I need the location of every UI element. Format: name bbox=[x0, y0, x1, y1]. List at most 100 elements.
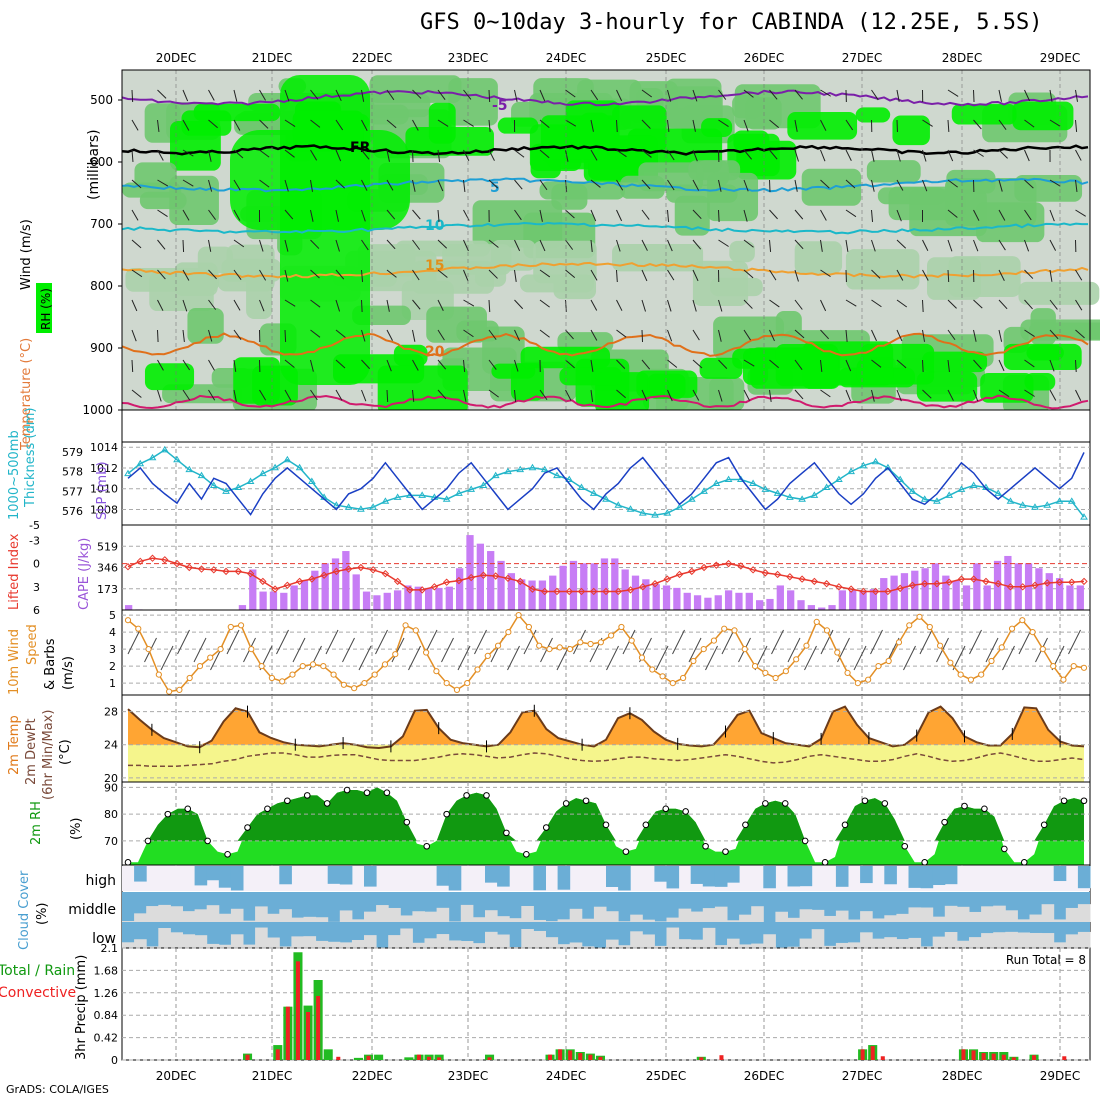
cape-bar bbox=[456, 568, 464, 610]
wind-barb bbox=[718, 89, 727, 100]
wind-barb bbox=[845, 389, 852, 402]
wind-barb bbox=[514, 389, 517, 402]
wind-barb bbox=[1068, 629, 1081, 655]
wind-barb bbox=[820, 629, 834, 655]
cloud-clear-bar bbox=[702, 927, 716, 948]
thickness-point bbox=[859, 461, 868, 469]
wind-barb bbox=[616, 299, 623, 311]
rh2m-point bbox=[682, 808, 689, 815]
lifted-index-point bbox=[528, 585, 537, 593]
pressure-tick: 900 bbox=[90, 341, 113, 355]
cloud-clear-bar bbox=[436, 907, 450, 922]
tick-label: 0.42 bbox=[94, 1032, 119, 1045]
cloud-clear-bar bbox=[485, 910, 498, 922]
wind-barb bbox=[769, 209, 778, 220]
wind-barb bbox=[514, 209, 522, 221]
cloud-clear-bar bbox=[908, 937, 922, 948]
thickness-point bbox=[197, 471, 206, 479]
precip-convective-bar bbox=[880, 1056, 885, 1060]
axis-title: Wind (m/s) bbox=[19, 219, 34, 290]
wind-barb bbox=[463, 89, 472, 100]
wind-barb bbox=[896, 299, 908, 308]
cloud-clear-bar bbox=[739, 944, 752, 948]
rh2m-point bbox=[901, 842, 909, 850]
lifted-index-point bbox=[308, 575, 316, 583]
thickness-point bbox=[222, 487, 230, 494]
lifted-index-point bbox=[675, 570, 684, 579]
wind-speed-point bbox=[1008, 625, 1016, 632]
wind-barb bbox=[616, 209, 623, 222]
cape-bar bbox=[549, 575, 557, 610]
rh-blob bbox=[497, 117, 539, 134]
lifted-index-point bbox=[295, 577, 304, 586]
wind-barb bbox=[769, 149, 778, 160]
precip-convective-bar bbox=[981, 1053, 986, 1060]
tick-label: 3 bbox=[109, 643, 116, 656]
wind-speed-point bbox=[412, 627, 419, 634]
wind-barb bbox=[1024, 299, 1033, 310]
wind-barb bbox=[641, 239, 648, 251]
rh-blob bbox=[149, 271, 214, 312]
wind-speed-point bbox=[330, 671, 337, 678]
tick-label: 20 bbox=[104, 772, 118, 785]
tick-label: 579 bbox=[62, 446, 83, 459]
lifted-index-point bbox=[639, 583, 647, 591]
cloud-clear-bar bbox=[351, 919, 365, 922]
pressure-tick: 700 bbox=[90, 217, 113, 231]
cloud-clear-bar bbox=[956, 940, 970, 948]
wind-barb bbox=[514, 149, 525, 158]
cloud-clear-bar bbox=[1017, 932, 1030, 948]
cape-bar bbox=[931, 563, 940, 610]
thickness-point bbox=[553, 471, 561, 479]
cloud-clear-bar bbox=[835, 910, 849, 922]
wind-barb bbox=[182, 269, 190, 281]
lifted-index-point bbox=[442, 578, 451, 586]
lifted-index-point bbox=[541, 587, 549, 596]
wind-barb bbox=[743, 179, 749, 192]
wind-barb bbox=[488, 239, 499, 248]
rh2m-point bbox=[801, 837, 809, 845]
wind-barb bbox=[692, 299, 697, 312]
cloud-high-bar bbox=[763, 866, 776, 889]
wind-barb bbox=[794, 149, 799, 162]
thickness-point bbox=[847, 467, 856, 475]
axis-title: & Barbs bbox=[43, 638, 58, 690]
rh-blob bbox=[922, 351, 988, 373]
thickness-slp-panel bbox=[121, 441, 1091, 526]
wind-barb bbox=[870, 629, 883, 655]
wind-barb bbox=[310, 359, 314, 372]
rh2m-point bbox=[264, 805, 271, 813]
rh-blob bbox=[369, 75, 462, 103]
thickness-point bbox=[136, 459, 145, 467]
thickness-point bbox=[393, 493, 402, 500]
rh2m-point bbox=[303, 792, 311, 799]
thickness-point bbox=[1006, 497, 1015, 504]
thickness-point bbox=[307, 477, 316, 485]
cloud-high-bar bbox=[364, 866, 377, 887]
rh-blob bbox=[170, 121, 221, 171]
wind-barb bbox=[641, 269, 648, 282]
wind-barb bbox=[463, 119, 474, 127]
precip-convective-bar bbox=[699, 1057, 704, 1060]
wind-barb bbox=[985, 637, 999, 663]
precip-convective-bar bbox=[437, 1057, 442, 1060]
wind-speed-point bbox=[248, 646, 255, 653]
isotherm-5 bbox=[121, 177, 1089, 193]
thickness-line bbox=[127, 448, 1085, 518]
wind-barb bbox=[565, 359, 575, 369]
wind-barb bbox=[820, 329, 830, 340]
wind-barb bbox=[641, 299, 646, 312]
wind-barb bbox=[335, 239, 340, 252]
wind-barb bbox=[769, 89, 778, 100]
wind-barb bbox=[820, 359, 823, 372]
wind-barb bbox=[820, 389, 831, 398]
wind-barb bbox=[692, 389, 700, 401]
wind-barb bbox=[131, 239, 142, 249]
lifted-index-point bbox=[822, 580, 831, 588]
wind-barb bbox=[871, 209, 874, 222]
precip-convective-bar bbox=[336, 1056, 341, 1060]
wind-barb bbox=[641, 89, 653, 98]
wind-barb bbox=[259, 239, 264, 252]
wind-barb bbox=[361, 269, 364, 282]
wind-barb bbox=[616, 149, 627, 158]
